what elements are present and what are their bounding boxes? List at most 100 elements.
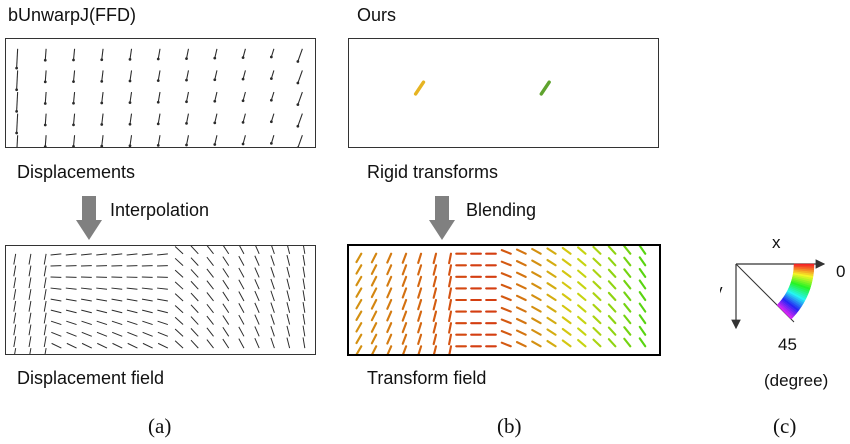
field-vector (81, 320, 92, 326)
field-vector (190, 316, 199, 325)
field-vector (142, 320, 153, 326)
panel-b-title: Ours (357, 5, 397, 25)
field-vector (223, 246, 230, 255)
transform-glyph (623, 291, 632, 302)
vector-tip (15, 88, 18, 92)
displacement-vector (242, 70, 246, 80)
vector-tip (15, 66, 18, 70)
displacement-vector (297, 91, 303, 105)
field-vector (51, 331, 62, 337)
displacement-vector (16, 48, 19, 69)
displacement-vector (72, 113, 76, 125)
vector-tip (269, 55, 273, 59)
transform-glyph (432, 298, 438, 311)
field-vector (141, 253, 153, 256)
displacement-vector (270, 113, 275, 122)
field-vector (51, 342, 62, 349)
field-vector (286, 266, 291, 278)
field-vector (28, 265, 32, 277)
transform-glyph (531, 328, 542, 336)
field-vector (157, 287, 168, 290)
rigid-transform-glyph (413, 80, 426, 96)
transform-glyph (546, 293, 557, 302)
transform-glyph (592, 269, 602, 278)
sparse-displacement-vectors (15, 48, 303, 147)
angle-start-label: 0 (836, 262, 845, 281)
vector-tip (213, 143, 217, 146)
vector-tip (241, 56, 245, 59)
field-vector (174, 305, 184, 314)
rigid-transform-glyphs (413, 80, 551, 96)
transform-glyph (401, 287, 408, 299)
degree-unit-label: (degree) (764, 371, 828, 390)
transform-glyph (417, 252, 423, 264)
field-vector (142, 309, 153, 314)
transform-glyph (546, 258, 557, 267)
transform-glyph (371, 345, 378, 354)
transform-glyph (546, 247, 557, 255)
displacement-vector (157, 48, 161, 60)
displacement-vector (129, 113, 133, 125)
field-vector (50, 253, 62, 256)
vector-tip (269, 142, 273, 145)
transform-glyph (417, 287, 423, 299)
transform-glyph (623, 337, 632, 348)
transform-glyph (607, 268, 617, 278)
displacement-vector (101, 91, 104, 104)
transform-glyph (401, 310, 408, 322)
field-vector (43, 324, 47, 336)
transform-glyph (577, 304, 587, 313)
field-vector (43, 300, 47, 312)
transform-glyph (531, 294, 542, 302)
displacement-vector (214, 70, 218, 80)
field-vector (174, 340, 184, 349)
field-vector (190, 292, 199, 302)
transform-glyph (417, 345, 423, 354)
field-vector (141, 298, 153, 302)
field-vector (81, 309, 92, 314)
vector-tip (72, 80, 75, 83)
field-vector (66, 342, 77, 349)
field-vector (270, 278, 275, 290)
field-vector (286, 325, 291, 337)
transform-glyph (638, 246, 647, 255)
field-vector (190, 257, 199, 266)
field-vector (206, 256, 214, 266)
field-vector (65, 253, 77, 256)
transform-glyph (355, 333, 363, 345)
transform-glyph (638, 279, 647, 290)
field-vector (302, 290, 306, 302)
transform-glyph (607, 338, 617, 348)
field-vector (13, 289, 17, 300)
transform-glyph (448, 275, 453, 288)
transform-glyph (432, 287, 438, 299)
angle-end-label: 45 (778, 335, 797, 354)
transform-glyph (607, 326, 617, 336)
vector-tip (43, 123, 47, 127)
field-vector (238, 267, 245, 278)
transform-glyph (561, 258, 572, 267)
displacement-vector (297, 48, 303, 62)
field-vector (65, 298, 77, 302)
field-vector (112, 342, 123, 349)
transform-glyph (515, 317, 527, 325)
field-vector (13, 253, 17, 265)
field-vector (270, 290, 275, 302)
transform-glyph (500, 341, 512, 348)
field-vector (141, 287, 153, 290)
vector-tip (156, 79, 160, 82)
vector-tip (15, 131, 18, 135)
displacement-vector (101, 113, 104, 125)
transform-glyph (370, 298, 378, 310)
displacement-vector (270, 70, 275, 79)
field-vector (239, 246, 245, 255)
field-vector (96, 287, 108, 290)
vector-tip (269, 120, 273, 124)
transform-glyph (561, 339, 572, 348)
field-vector (222, 327, 230, 337)
transform-glyph (386, 252, 393, 264)
transform-glyph (592, 315, 602, 325)
displacement-vector (16, 135, 19, 147)
transform-glyph (546, 282, 557, 290)
field-vector (222, 279, 230, 290)
